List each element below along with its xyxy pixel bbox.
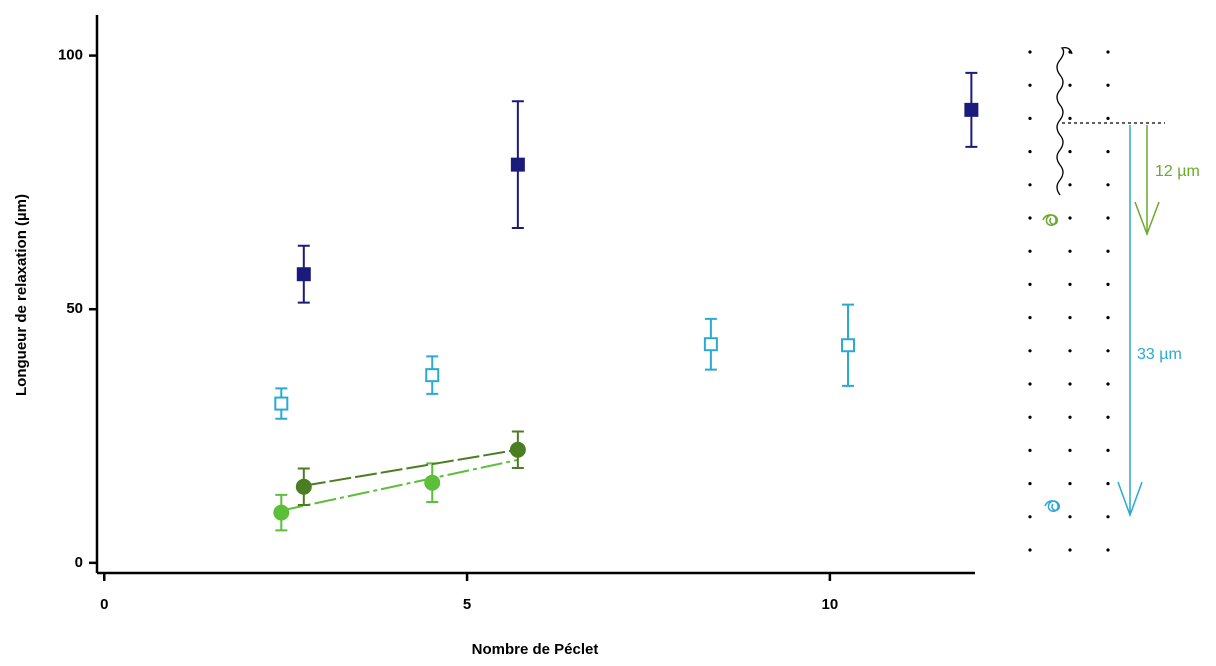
grid-dot [1068,249,1072,253]
point [509,441,526,458]
point [510,157,525,172]
arrow-head [1134,201,1160,237]
point [424,474,441,491]
arrow-head [1117,481,1143,518]
grid-dot [1068,316,1072,320]
fit-line [303,448,519,487]
grid-dot [1068,150,1072,154]
grid-dot [1106,349,1110,353]
grid-dot [1028,316,1032,320]
grid-dot [1068,282,1072,286]
grid-dot [1028,415,1032,419]
point [296,267,311,282]
grid-dot [1028,515,1032,519]
y-axis-label: Longueur de relaxation (µm) [13,194,30,396]
grid-dot [1106,216,1110,220]
grid-dot [1106,116,1110,120]
y-tick-label: 100 [58,47,83,64]
grid-dot [1028,282,1032,286]
grid-dot [1068,216,1072,220]
grid-dot [1106,150,1110,154]
grid-dot [1106,515,1110,519]
grid-dot [1106,183,1110,187]
annotation: 33 µm [1137,346,1182,363]
grid-dot [1068,448,1072,452]
grid-dot [1028,448,1032,452]
grid-dot [1068,515,1072,519]
y-tick-label: 50 [66,300,83,317]
grid-dot [1068,382,1072,386]
annotation: 12 µm [1155,163,1200,180]
grid-dot [1068,548,1072,552]
grid-dot [1028,548,1032,552]
grid-dot [1068,116,1072,120]
grid-dot [1028,150,1032,154]
grid-dot [1106,482,1110,486]
grid-dot [1068,50,1072,54]
grid-dot [1028,349,1032,353]
y-tick-label: 0 [75,554,83,571]
grid-dot [1106,382,1110,386]
grid-dot [1106,548,1110,552]
point [273,504,290,521]
grid-dot [1028,50,1032,54]
grid-dot [1106,415,1110,419]
grid-dot [1068,349,1072,353]
coil [1044,500,1061,512]
grid-dot [1106,249,1110,253]
x-tick-label: 5 [463,596,471,613]
grid-dot [1028,216,1032,220]
grid-dot [1106,83,1110,87]
grid-dot [1068,482,1072,486]
grid-dot [1106,448,1110,452]
diagram: 12 µm 33 µm [1028,46,1200,552]
grid-dot [1028,183,1032,187]
point [295,478,312,495]
point [274,396,289,411]
grid-dot [1106,50,1110,54]
coil [1042,214,1059,226]
x-tick-label: 10 [822,596,839,613]
fit-line [281,458,519,512]
grid-dot [1028,382,1032,386]
point [841,338,856,353]
grid-dot [1028,249,1032,253]
grid-dot [1028,116,1032,120]
grid-dot [1068,415,1072,419]
grid-dot [1106,316,1110,320]
point [425,368,440,383]
grid-dot [1028,482,1032,486]
polymer-chain [1056,46,1073,196]
grid-dot [1068,83,1072,87]
point [964,102,979,117]
x-tick-label: 0 [100,596,108,613]
point [703,337,718,352]
grid-dot [1106,282,1110,286]
grid-dot [1068,183,1072,187]
x-axis-label: Nombre de Péclet [472,641,599,658]
grid-dot [1028,83,1032,87]
